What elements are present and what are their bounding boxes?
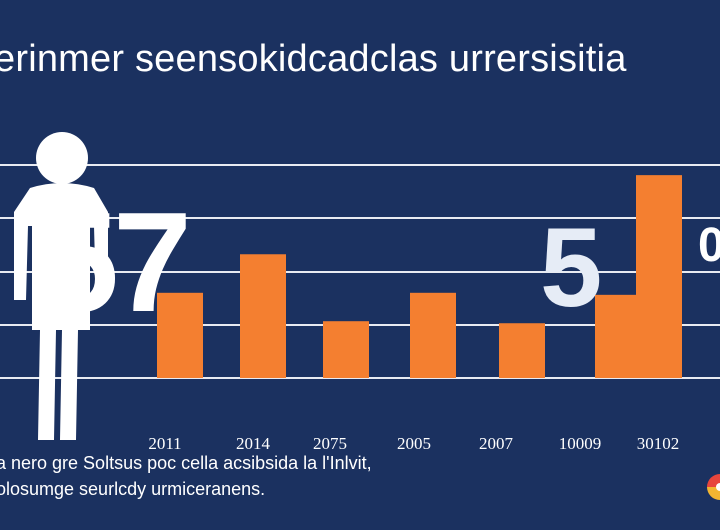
chart-title: erinmer seensokidcadclas urrersisitia <box>0 38 627 80</box>
x-tick-label: 2005 <box>397 434 431 453</box>
bars <box>157 175 682 378</box>
caption-line-2: olosumge seurlcdy urmiceranens. <box>0 479 266 499</box>
bar-2011 <box>157 292 203 378</box>
overlay-number-right: 5 <box>540 205 603 330</box>
bar-2007 <box>499 323 545 378</box>
x-tick-label: 2075 <box>313 434 347 453</box>
color-wheel-icon <box>707 474 720 500</box>
x-tick-label: 2011 <box>148 434 181 453</box>
overlay-number-left: 57 <box>40 183 192 342</box>
overlay-number-edge: 0 <box>698 219 720 272</box>
x-tick-label: 2014 <box>236 434 271 453</box>
x-tick-label: 10009 <box>559 434 602 453</box>
chart-caption: a nero gre Soltsus poc cella acsibsida l… <box>0 450 696 502</box>
human-figure-icon <box>14 132 108 440</box>
bar-2005 <box>410 292 456 378</box>
bar-10009 <box>595 294 641 378</box>
x-tick-labels: 2011 2014 2075 2005 2007 10009 30102 <box>148 434 679 453</box>
bar-30102 <box>636 175 682 378</box>
caption-line-1: a nero gre Soltsus poc cella acsibsida l… <box>0 453 372 473</box>
bar-2014 <box>240 254 286 378</box>
x-tick-label: 30102 <box>637 434 680 453</box>
bar-2075 <box>323 321 369 378</box>
x-tick-label: 2007 <box>479 434 514 453</box>
